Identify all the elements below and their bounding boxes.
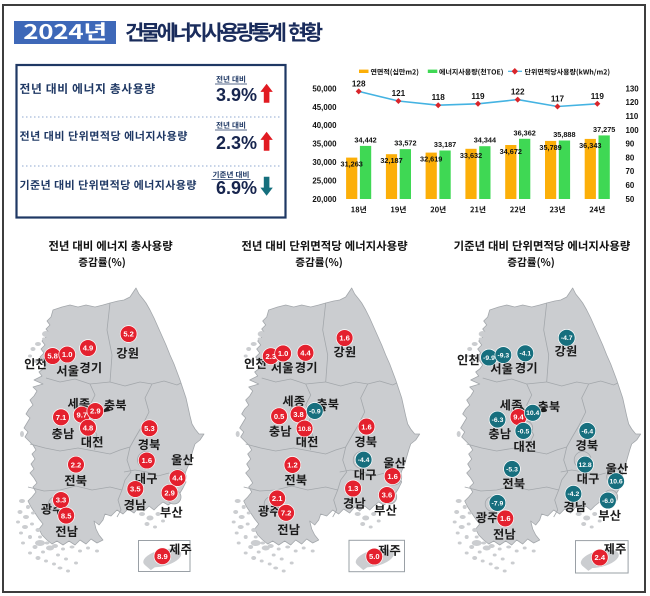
svg-text:-9.9: -9.9 [483, 355, 495, 362]
svg-text:5.0: 5.0 [369, 552, 380, 561]
svg-text:12.8: 12.8 [578, 462, 591, 469]
svg-text:-4.2: -4.2 [568, 491, 580, 498]
svg-text:7.1: 7.1 [56, 413, 67, 422]
svg-text:4.4: 4.4 [300, 349, 311, 358]
svg-text:33,632: 33,632 [460, 151, 482, 160]
svg-text:35,789: 35,789 [539, 143, 561, 152]
svg-text:118: 118 [432, 93, 446, 102]
svg-text:2.3%: 2.3% [216, 133, 257, 153]
svg-text:5.8: 5.8 [47, 352, 58, 361]
svg-text:1.0: 1.0 [62, 350, 73, 359]
svg-text:60: 60 [626, 181, 635, 190]
svg-text:8.5: 8.5 [61, 511, 72, 520]
svg-text:40,000: 40,000 [312, 121, 337, 130]
svg-text:130: 130 [626, 84, 640, 93]
svg-text:4.9: 4.9 [83, 344, 94, 353]
svg-text:119: 119 [471, 92, 485, 101]
svg-text:-0.5: -0.5 [518, 428, 530, 435]
svg-text:-0.9: -0.9 [309, 408, 321, 415]
svg-text:5.3: 5.3 [144, 424, 155, 433]
svg-text:7.2: 7.2 [281, 509, 292, 518]
svg-text:5.2: 5.2 [123, 330, 134, 339]
svg-text:1.2: 1.2 [287, 461, 298, 470]
svg-text:80: 80 [626, 153, 635, 162]
svg-text:3.6: 3.6 [382, 491, 393, 500]
svg-text:10.8: 10.8 [298, 426, 311, 433]
svg-text:3.3: 3.3 [56, 496, 67, 505]
svg-text:1.6: 1.6 [361, 422, 372, 431]
svg-text:3.8: 3.8 [293, 410, 304, 419]
svg-text:36,362: 36,362 [514, 128, 536, 137]
svg-text:-6.3: -6.3 [492, 417, 504, 424]
svg-text:-9.3: -9.3 [497, 352, 509, 359]
svg-text:10.4: 10.4 [526, 410, 539, 417]
svg-text:34,672: 34,672 [500, 147, 522, 156]
svg-text:4.8: 4.8 [83, 423, 94, 432]
svg-text:128: 128 [352, 79, 366, 88]
svg-text:3.5: 3.5 [130, 485, 141, 494]
svg-text:37,275: 37,275 [593, 125, 615, 134]
svg-text:1.6: 1.6 [500, 514, 511, 523]
svg-text:34,442: 34,442 [354, 135, 376, 144]
svg-text:100: 100 [626, 126, 640, 135]
svg-text:1.6: 1.6 [339, 334, 350, 343]
svg-text:1.3: 1.3 [348, 484, 359, 493]
svg-text:36,343: 36,343 [579, 141, 601, 150]
svg-text:50: 50 [626, 195, 635, 204]
svg-text:119: 119 [591, 92, 605, 101]
svg-text:122: 122 [511, 88, 525, 97]
svg-text:70: 70 [626, 167, 635, 176]
svg-text:35,888: 35,888 [553, 130, 575, 139]
svg-text:-5.3: -5.3 [506, 466, 518, 473]
svg-text:-4.7: -4.7 [561, 335, 573, 342]
svg-text:33,187: 33,187 [434, 140, 456, 149]
svg-text:-7.9: -7.9 [492, 500, 504, 507]
svg-text:121: 121 [392, 89, 406, 98]
svg-text:32,187: 32,187 [380, 156, 402, 165]
svg-text:50,000: 50,000 [312, 84, 337, 93]
svg-text:32,619: 32,619 [420, 155, 442, 164]
svg-text:90: 90 [626, 140, 635, 149]
svg-text:34,344: 34,344 [474, 136, 497, 145]
svg-text:117: 117 [551, 95, 565, 104]
svg-text:25,000: 25,000 [312, 176, 337, 185]
svg-text:110: 110 [626, 112, 639, 121]
svg-text:4.4: 4.4 [172, 474, 183, 483]
svg-text:35,000: 35,000 [312, 140, 337, 149]
svg-text:31,263: 31,263 [341, 160, 363, 169]
svg-text:1.6: 1.6 [387, 472, 398, 481]
svg-text:2.9: 2.9 [90, 407, 101, 416]
svg-text:1.0: 1.0 [278, 349, 289, 358]
svg-text:2.3: 2.3 [266, 352, 277, 361]
svg-text:2.2: 2.2 [71, 460, 82, 469]
svg-text:10.6: 10.6 [609, 479, 622, 486]
svg-text:-4.1: -4.1 [519, 351, 531, 358]
svg-text:6.9%: 6.9% [216, 178, 257, 198]
svg-text:-4.4: -4.4 [358, 457, 370, 464]
svg-text:45,000: 45,000 [312, 103, 337, 112]
svg-text:8.9: 8.9 [157, 552, 168, 561]
svg-text:9.4: 9.4 [513, 413, 524, 422]
svg-text:2.9: 2.9 [164, 488, 175, 497]
svg-text:-6.0: -6.0 [602, 498, 614, 505]
svg-text:120: 120 [626, 98, 640, 107]
svg-text:2.4: 2.4 [595, 553, 606, 562]
svg-text:20,000: 20,000 [312, 195, 337, 204]
svg-text:3.9%: 3.9% [216, 85, 257, 105]
svg-text:1.6: 1.6 [142, 456, 153, 465]
svg-text:9.7: 9.7 [77, 410, 88, 419]
svg-text:33,572: 33,572 [394, 139, 416, 148]
svg-text:0.5: 0.5 [274, 412, 285, 421]
svg-text:2.1: 2.1 [272, 494, 283, 503]
svg-text:30,000: 30,000 [312, 158, 337, 167]
svg-text:-6.4: -6.4 [581, 428, 593, 435]
